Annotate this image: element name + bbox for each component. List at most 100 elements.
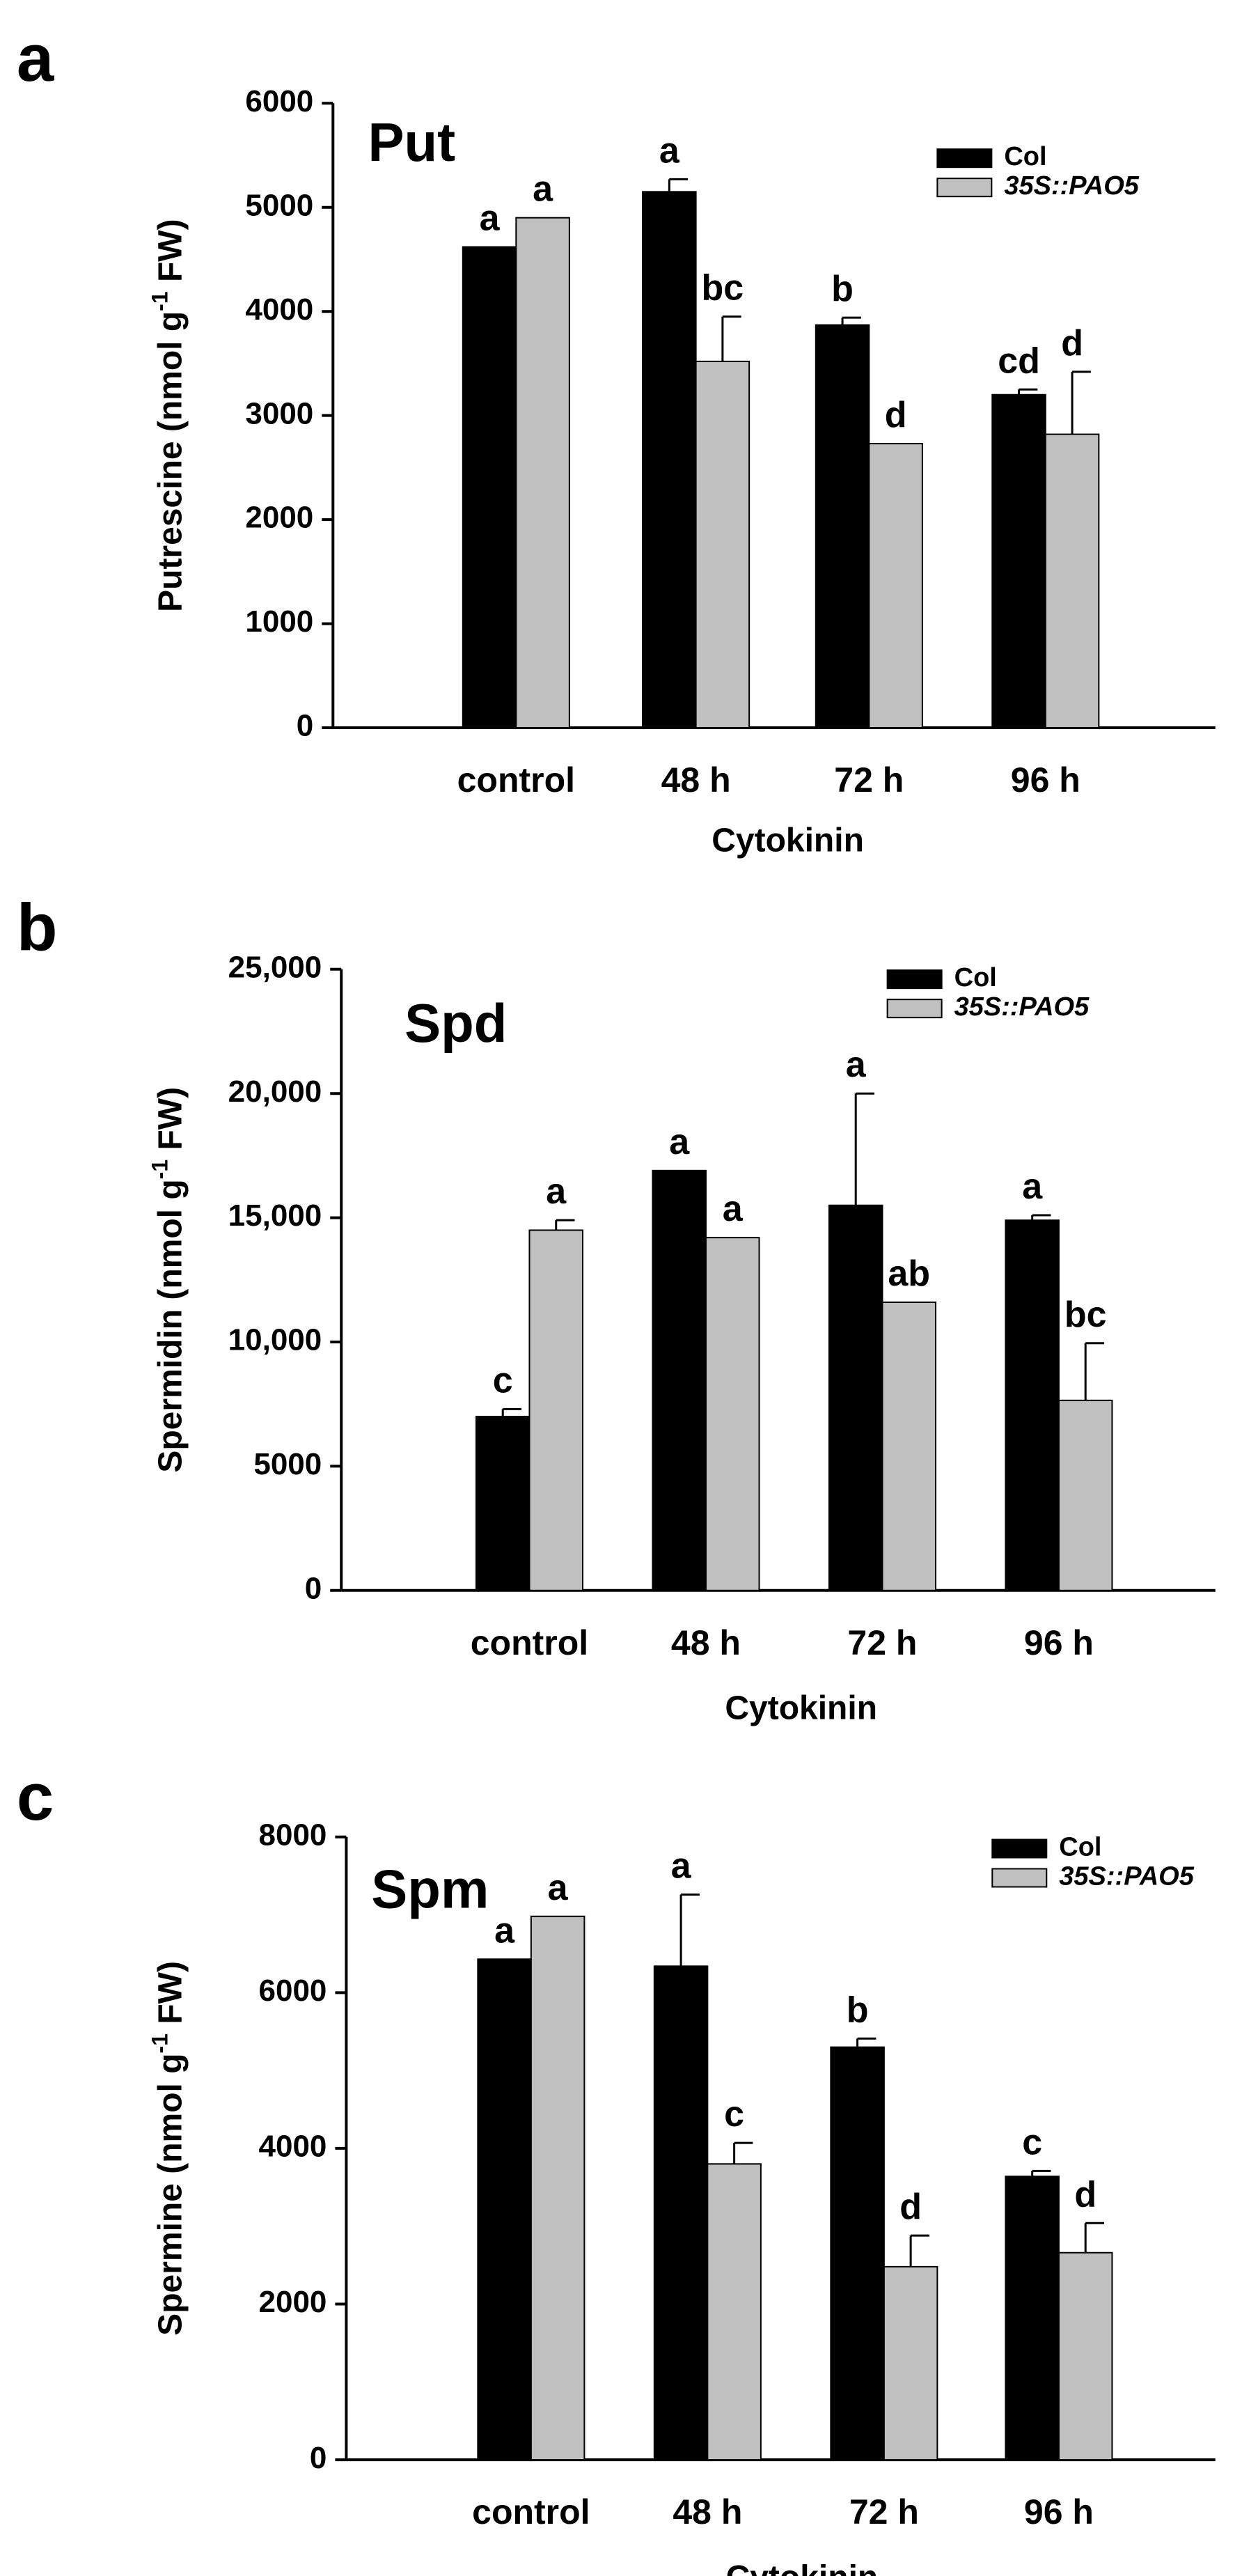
bar-pao5-2 [883,2265,938,2461]
x-axis-label: Cytokinin [726,2559,879,2576]
bar-pao5-3 [1058,1399,1113,1591]
bar-pao5-1 [705,1237,760,1591]
y-axis-label-unit: FW) [152,1087,189,1160]
significance-letter: d [1061,323,1083,364]
category-label: 72 h [847,1623,917,1662]
y-tick-label: 5000 [253,1447,322,1481]
category-label: 48 h [671,1623,741,1662]
y-tick-label: 4000 [245,292,313,327]
panel-letter: a [17,21,54,95]
bar-pao5-1 [695,360,750,729]
significance-letter: a [669,1122,690,1162]
category-label: 96 h [1024,2492,1094,2531]
y-tick-label: 2000 [259,2285,327,2319]
significance-letter: ab [888,1254,930,1294]
bar-col-3 [991,393,1046,729]
category-label: 72 h [834,760,904,799]
chart-panel-a: a 0 1000 2000 3000 4000 5000 6000 Putrescine (nm… [17,21,1216,859]
legend-label-pao5: 35S::PAO5 [1004,171,1139,201]
category-label: control [471,1623,588,1662]
y-tick-label: 20,000 [228,1075,322,1109]
significance-letter: a [671,1845,692,1886]
y-axis-label-text: Spermidin (nmol g [152,1179,189,1472]
legend-swatch-col [886,969,943,990]
y-tick-label: 0 [305,1571,322,1605]
significance-letter: a [1022,1166,1043,1207]
y-axis-label-superscript: -1 [148,1160,173,1179]
bar-col-0 [477,1958,532,2461]
significance-letter: d [1074,2174,1096,2215]
significance-letter: a [548,1868,569,1908]
y-tick-label: 3000 [245,396,313,430]
significance-letter: c [1022,2122,1042,2162]
bar-col-3 [1005,1219,1060,1591]
chart-title: Put [368,111,456,173]
y-tick-label: 6000 [259,1974,327,2008]
significance-letter: a [546,1171,567,1212]
significance-letter: b [847,1990,869,2030]
legend-label-pao5: 35S::PAO5 [954,992,1090,1022]
bar-pao5-3 [1058,2251,1113,2461]
y-tick-label: 15,000 [228,1199,322,1233]
chart-panel-c: c 0 2000 4000 6000 8000 Spermine (nmol g-1 FW)… [17,1760,1216,2576]
bar-col-0 [475,1416,530,1591]
legend-swatch-pao5 [991,1868,1048,1888]
y-axis-label-text: Putrescine (nmol g [152,311,189,612]
y-tick-label: 5000 [245,188,313,222]
y-axis-label: Putrescine (nmol g-1 FW) [148,219,189,611]
bar-pao5-0 [515,217,570,729]
panel-letter: b [17,891,58,965]
y-tick-label: 4000 [259,2130,327,2164]
x-axis-label: Cytokinin [712,822,864,859]
y-tick-label: 0 [297,709,313,743]
category-label: 72 h [849,2492,919,2531]
legend-swatch-col [991,1839,1048,1859]
bar-col-2 [815,324,870,729]
bar-pao5-0 [530,1915,585,2461]
significance-letter: d [885,395,907,435]
significance-letter: a [533,169,553,210]
y-tick-label: 25,000 [228,950,322,984]
y-tick-label: 6000 [245,84,313,118]
legend-label-pao5: 35S::PAO5 [1059,1862,1194,1891]
category-label: 96 h [1024,1623,1094,1662]
category-label: 48 h [661,760,731,799]
bar-pao5-3 [1044,433,1100,729]
legend-label-col: Col [954,963,997,992]
significance-letter: c [724,2094,744,2134]
y-tick-label: 1000 [245,604,313,639]
category-label: 48 h [673,2492,742,2531]
y-axis-label: Spermine (nmol g-1 FW) [148,1961,189,2336]
chart-title: Spm [371,1859,489,1920]
significance-letter: bc [1064,1295,1107,1335]
significance-letter: bc [702,268,744,309]
y-axis-label-superscript: -1 [148,2034,173,2053]
bar-pao5-2 [881,1301,936,1591]
significance-letter: a [846,1045,867,1085]
bar-col-1 [642,191,697,729]
panel-letter: c [17,1760,54,1834]
y-tick-label: 8000 [259,1818,327,1852]
x-axis-label: Cytokinin [725,1690,877,1727]
bar-col-2 [830,2046,885,2461]
bar-pao5-2 [868,443,923,729]
significance-letter: cd [998,341,1040,381]
legend-swatch-pao5 [936,178,993,198]
bar-pao5-1 [707,2163,762,2461]
chart-title: Spd [404,992,507,1054]
chart-panel-b: b 0 5000 10,000 15,000 20,000 25,000 Spermidin … [17,891,1216,1727]
significance-letter: c [493,1360,513,1400]
category-label: 96 h [1011,760,1080,799]
significance-letter: b [831,269,854,309]
y-tick-label: 10,000 [228,1323,322,1357]
y-tick-label: 0 [310,2441,327,2475]
legend-swatch-pao5 [886,999,943,1019]
significance-letter: a [494,1910,515,1951]
y-axis-label-unit: FW) [152,219,189,291]
category-label: control [457,760,575,799]
bar-pao5-0 [528,1229,583,1591]
y-tick-label: 2000 [245,501,313,535]
